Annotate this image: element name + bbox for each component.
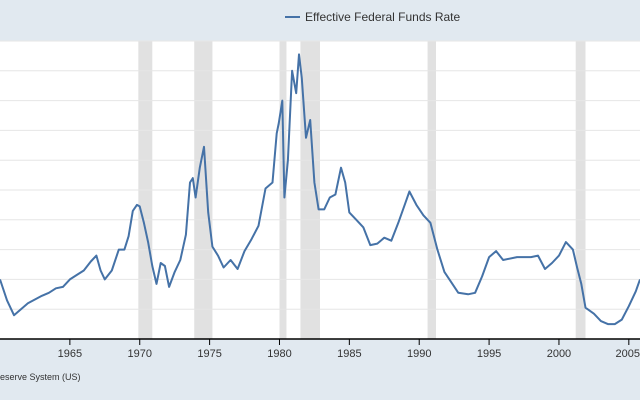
y-gridlines — [0, 40, 640, 310]
x-tick-label: 1970 — [127, 348, 151, 360]
x-tick-label: 1965 — [58, 348, 82, 360]
x-tick-label: 1995 — [477, 348, 501, 360]
x-axis-ticks: 1965 1970 1975 1980 1985 1990 1995 2000 2005 — [58, 339, 640, 360]
x-tick-label: 1980 — [267, 348, 291, 360]
x-tick-label: 1990 — [407, 348, 431, 360]
legend[interactable]: Effective Federal Funds Rate — [285, 10, 461, 24]
legend-label: Effective Federal Funds Rate — [305, 10, 461, 24]
series-line-effective-federal-funds-rate — [0, 53, 640, 326]
x-tick-label: 2000 — [547, 348, 571, 360]
x-tick-label: 2005 — [616, 348, 640, 360]
x-tick-label: 1985 — [337, 348, 361, 360]
source-note: eserve System (US) — [0, 372, 81, 382]
x-tick-label: 1975 — [197, 348, 221, 360]
